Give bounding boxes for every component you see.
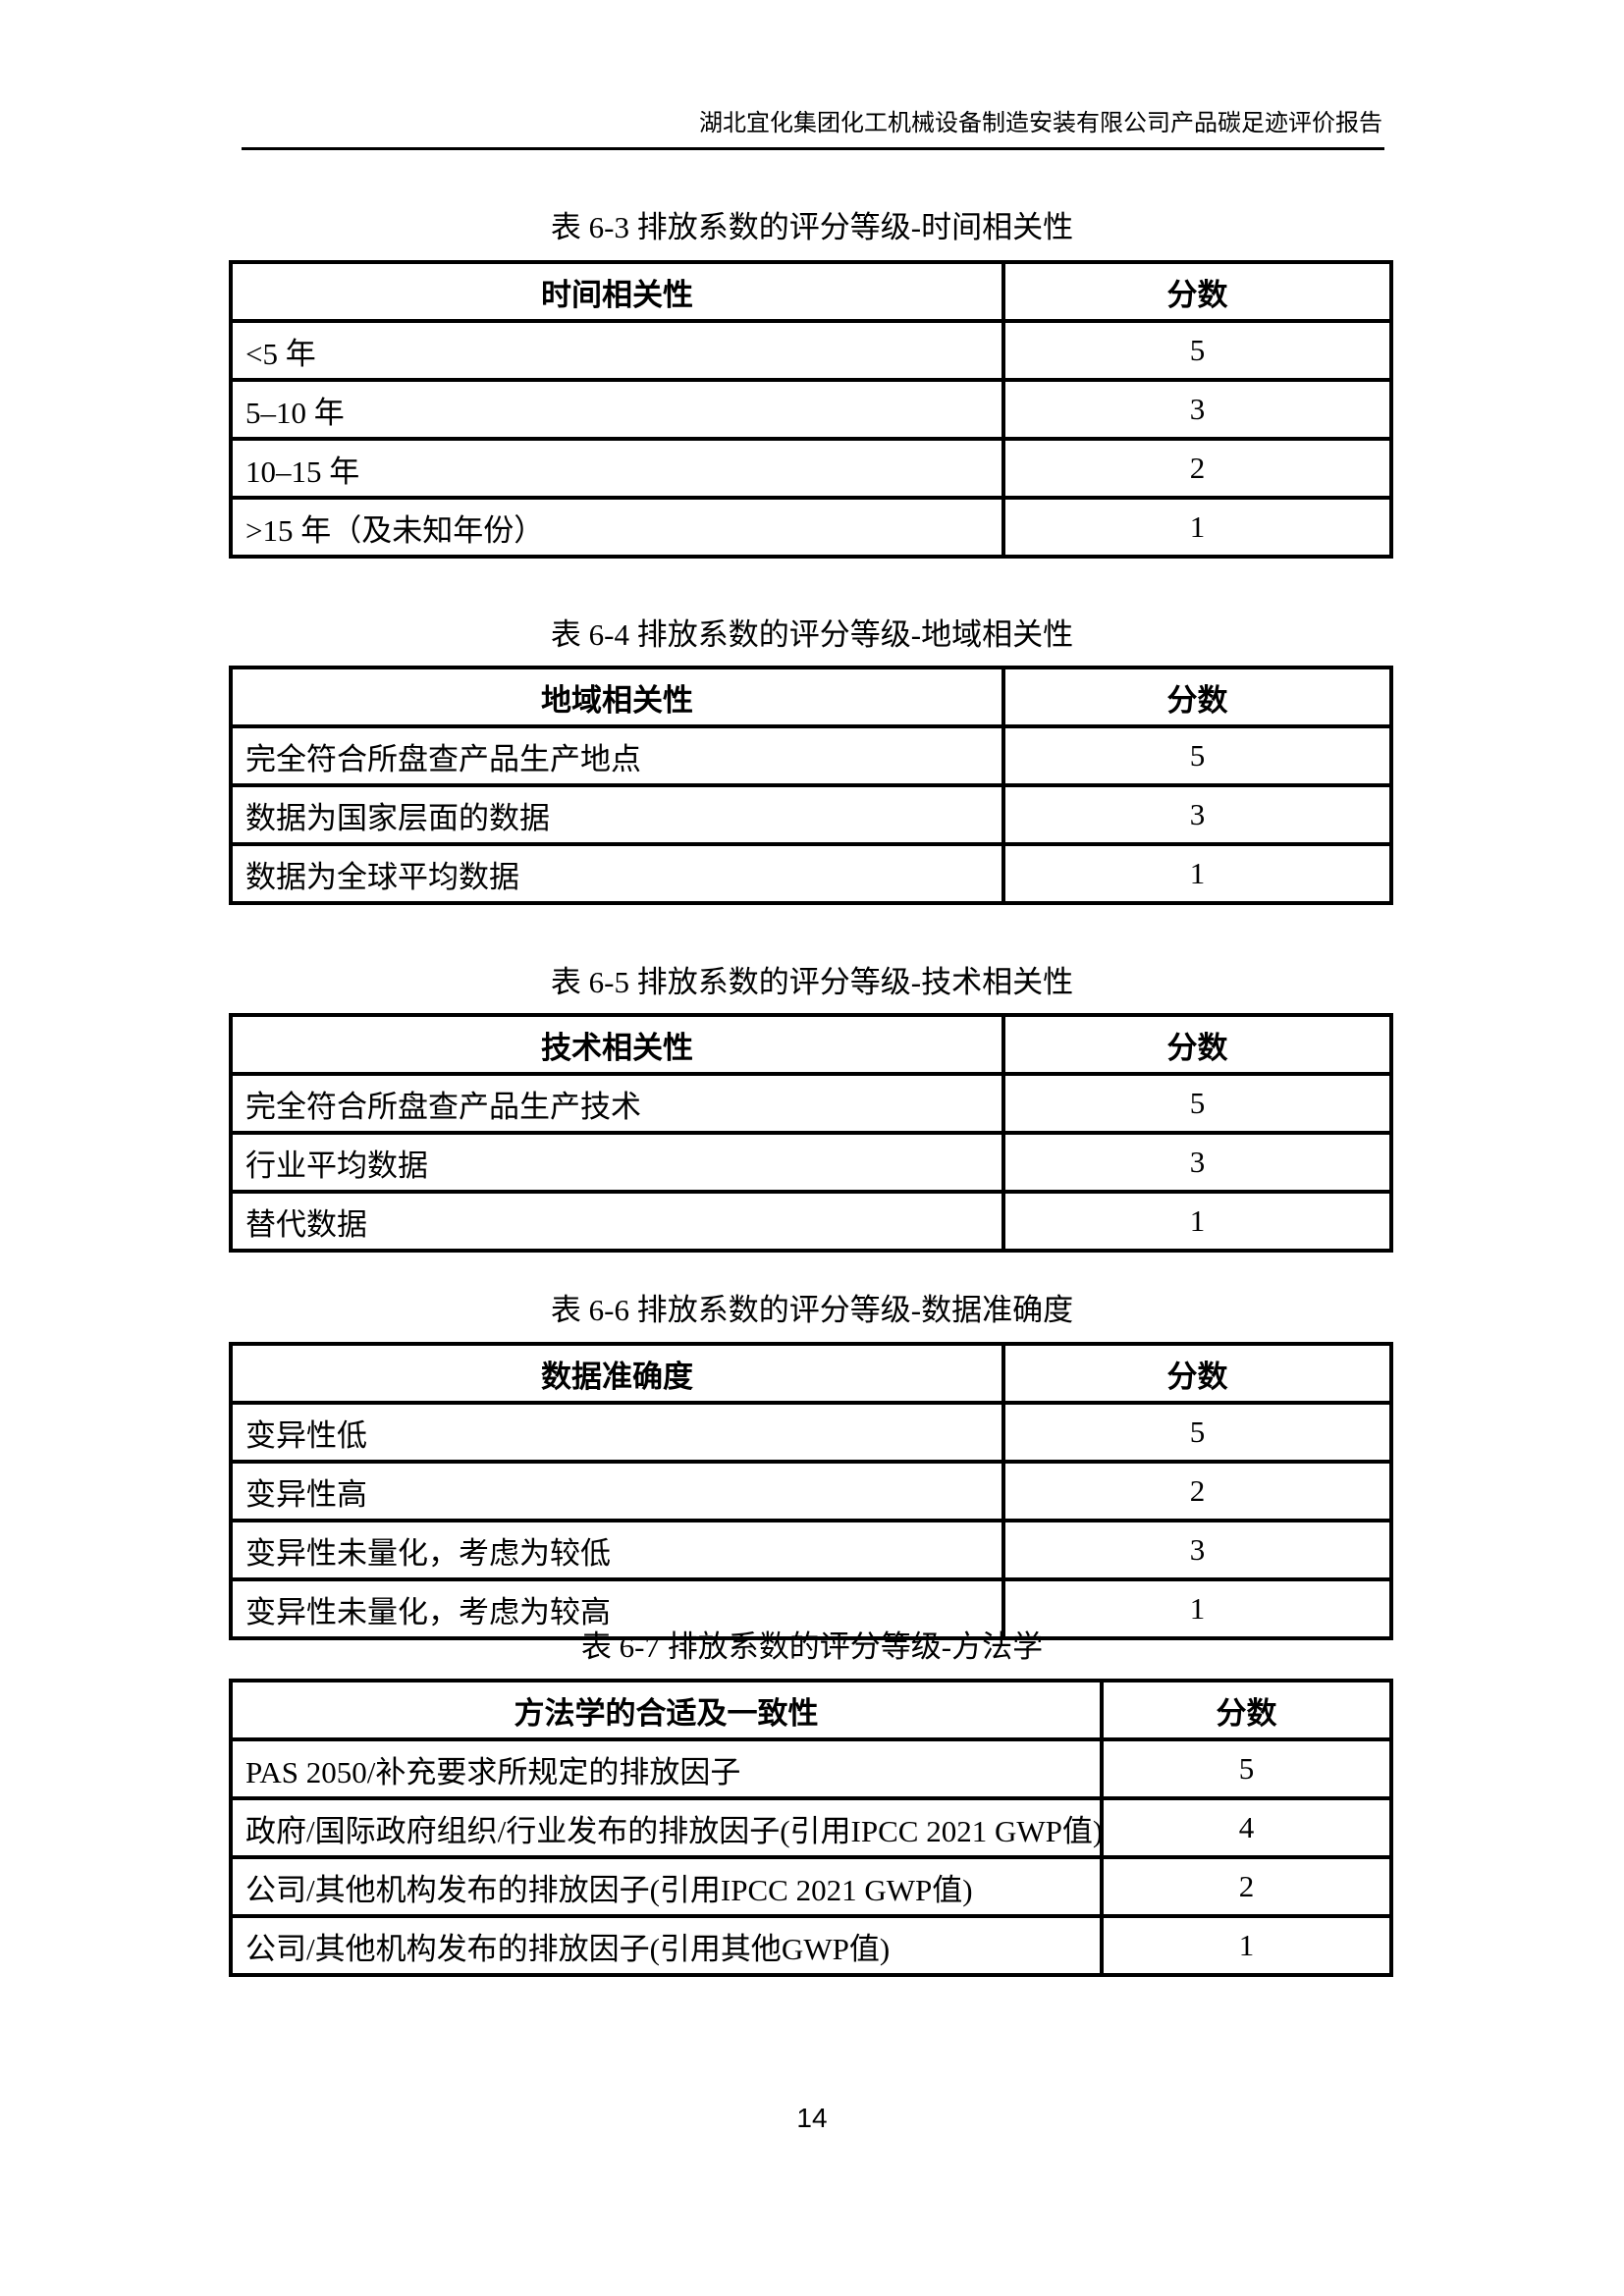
table-6-5: 技术相关性 分数 完全符合所盘查产品生产技术 5 行业平均数据 3 替代数据 1 (229, 1013, 1393, 1253)
table-header-row: 方法学的合适及一致性 分数 (229, 1679, 1393, 1741)
criteria-cell: 替代数据 (229, 1190, 1005, 1253)
criteria-cell: <5 年 (229, 319, 1005, 382)
criteria-cell: 完全符合所盘查产品生产技术 (229, 1072, 1005, 1135)
table-header-row: 数据准确度 分数 (229, 1342, 1393, 1405)
score-cell: 3 (1001, 1519, 1393, 1581)
criteria-cell: 数据为国家层面的数据 (229, 783, 1005, 846)
table-row: 数据为全球平均数据 1 (229, 842, 1393, 905)
score-cell: 2 (1100, 1855, 1393, 1918)
score-cell: 5 (1001, 724, 1393, 787)
table-row: 替代数据 1 (229, 1190, 1393, 1253)
table-row: 完全符合所盘查产品生产地点 5 (229, 724, 1393, 787)
table-row: 行业平均数据 3 (229, 1131, 1393, 1194)
table-row: 变异性低 5 (229, 1401, 1393, 1464)
table-header-row: 技术相关性 分数 (229, 1013, 1393, 1076)
table-6-7: 方法学的合适及一致性 分数 PAS 2050/补充要求所规定的排放因子 5 政府… (229, 1679, 1393, 1977)
table-row: 公司/其他机构发布的排放因子(引用IPCC 2021 GWP值) 2 (229, 1855, 1393, 1918)
criteria-cell: 5–10 年 (229, 378, 1005, 441)
score-column-header: 分数 (1001, 1342, 1393, 1405)
criteria-cell: 数据为全球平均数据 (229, 842, 1005, 905)
score-cell: 5 (1100, 1737, 1393, 1800)
table-row: PAS 2050/补充要求所规定的排放因子 5 (229, 1737, 1393, 1800)
table-6-4: 地域相关性 分数 完全符合所盘查产品生产地点 5 数据为国家层面的数据 3 数据… (229, 666, 1393, 905)
score-cell: 5 (1001, 1401, 1393, 1464)
table-row: 变异性未量化，考虑为较高 1 (229, 1577, 1393, 1640)
table-row: 数据为国家层面的数据 3 (229, 783, 1393, 846)
criteria-cell: 公司/其他机构发布的排放因子(引用其他GWP值) (229, 1914, 1104, 1977)
criteria-cell: 10–15 年 (229, 437, 1005, 500)
criteria-column-header: 方法学的合适及一致性 (229, 1679, 1104, 1741)
table-6-6: 数据准确度 分数 变异性低 5 变异性高 2 变异性未量化，考虑为较低 3 变异… (229, 1342, 1393, 1640)
score-cell: 5 (1001, 1072, 1393, 1135)
score-cell: 4 (1100, 1796, 1393, 1859)
table-6-5-title: 表 6-5 排放系数的评分等级-技术相关性 (550, 965, 1074, 999)
table-6-6-title: 表 6-6 排放系数的评分等级-数据准确度 (550, 1293, 1074, 1327)
criteria-column-header: 技术相关性 (229, 1013, 1005, 1076)
criteria-cell: 变异性未量化，考虑为较高 (229, 1577, 1005, 1640)
score-cell: 1 (1001, 842, 1393, 905)
criteria-cell: PAS 2050/补充要求所规定的排放因子 (229, 1737, 1104, 1800)
table-row: 10–15 年 2 (229, 437, 1393, 500)
score-cell: 1 (1001, 1577, 1393, 1640)
criteria-cell: >15 年（及未知年份） (229, 496, 1005, 559)
table-header-row: 地域相关性 分数 (229, 666, 1393, 728)
criteria-cell: 公司/其他机构发布的排放因子(引用IPCC 2021 GWP值) (229, 1855, 1104, 1918)
table-6-4-title: 表 6-4 排放系数的评分等级-地域相关性 (550, 617, 1074, 652)
score-cell: 1 (1001, 496, 1393, 559)
criteria-cell: 完全符合所盘查产品生产地点 (229, 724, 1005, 787)
table-row: 公司/其他机构发布的排放因子(引用其他GWP值) 1 (229, 1914, 1393, 1977)
score-column-header: 分数 (1001, 260, 1393, 323)
score-cell: 2 (1001, 1460, 1393, 1522)
table-row: 变异性未量化，考虑为较低 3 (229, 1519, 1393, 1581)
table-row: <5 年 5 (229, 319, 1393, 382)
criteria-cell: 变异性未量化，考虑为较低 (229, 1519, 1005, 1581)
score-cell: 3 (1001, 783, 1393, 846)
table-row: >15 年（及未知年份） 1 (229, 496, 1393, 559)
table-row: 变异性高 2 (229, 1460, 1393, 1522)
score-column-header: 分数 (1100, 1679, 1393, 1741)
page-number: 14 (796, 2103, 828, 2133)
criteria-cell: 政府/国际政府组织/行业发布的排放因子(引用IPCC 2021 GWP值) (229, 1796, 1104, 1859)
score-cell: 1 (1001, 1190, 1393, 1253)
table-row: 政府/国际政府组织/行业发布的排放因子(引用IPCC 2021 GWP值) 4 (229, 1796, 1393, 1859)
score-cell: 3 (1001, 378, 1393, 441)
score-cell: 2 (1001, 437, 1393, 500)
criteria-cell: 变异性高 (229, 1460, 1005, 1522)
table-6-3-title: 表 6-3 排放系数的评分等级-时间相关性 (550, 210, 1074, 244)
header-rule (242, 147, 1384, 150)
score-cell: 3 (1001, 1131, 1393, 1194)
criteria-column-header: 地域相关性 (229, 666, 1005, 728)
table-6-3: 时间相关性 分数 <5 年 5 5–10 年 3 10–15 年 2 >15 年… (229, 260, 1393, 559)
score-cell: 5 (1001, 319, 1393, 382)
criteria-column-header: 时间相关性 (229, 260, 1005, 323)
criteria-column-header: 数据准确度 (229, 1342, 1005, 1405)
table-header-row: 时间相关性 分数 (229, 260, 1393, 323)
score-column-header: 分数 (1001, 666, 1393, 728)
table-6-7-title: 表 6-7 排放系数的评分等级-方法学 (580, 1629, 1044, 1664)
score-cell: 1 (1100, 1914, 1393, 1977)
table-row: 5–10 年 3 (229, 378, 1393, 441)
page-header-title: 湖北宜化集团化工机械设备制造安装有限公司产品碳足迹评价报告 (699, 111, 1382, 136)
criteria-cell: 行业平均数据 (229, 1131, 1005, 1194)
criteria-cell: 变异性低 (229, 1401, 1005, 1464)
table-row: 完全符合所盘查产品生产技术 5 (229, 1072, 1393, 1135)
score-column-header: 分数 (1001, 1013, 1393, 1076)
